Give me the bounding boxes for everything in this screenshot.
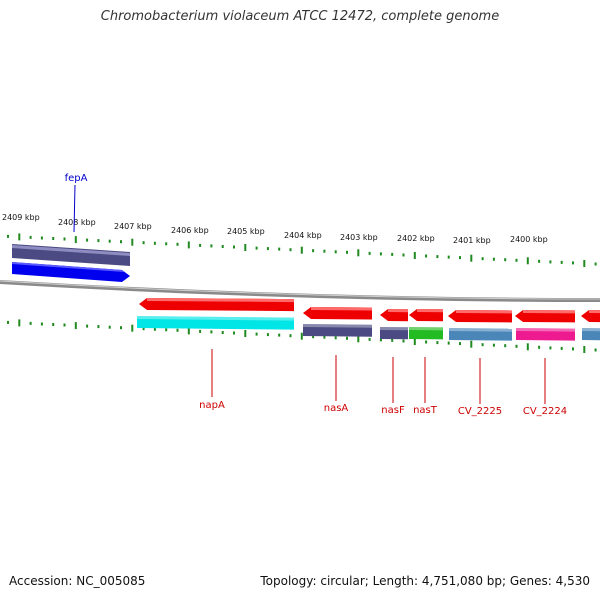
gene-label-nasF[interactable]: nasF [381, 405, 405, 416]
gene-shadow-nasF [380, 327, 408, 340]
scale-label: 2405 kbp [227, 227, 265, 236]
gene-shadow-nasA [303, 324, 372, 337]
gene-arrow-highlight [417, 309, 443, 313]
accession-text: Accession: NC_005085 [9, 574, 146, 588]
gene-shadow-highlight [409, 327, 443, 331]
scale-label: 2407 kbp [114, 222, 152, 231]
genome-title: Chromobacterium violaceum ATCC 12472, co… [100, 9, 500, 24]
gene-label-napA[interactable]: napA [199, 400, 225, 411]
scale-label: 2402 kbp [397, 234, 435, 243]
scale-label: 2406 kbp [171, 226, 209, 235]
gene-shadow-CV_2225 [449, 328, 512, 341]
gene-label-CV_2224[interactable]: CV_2224 [523, 406, 567, 417]
gene-shadow-CV_2224 [516, 328, 575, 341]
chromosome-backbone [0, 280, 600, 302]
gene-label-nasA[interactable]: nasA [324, 403, 349, 414]
gene-shadow-napA [137, 316, 294, 330]
topology-text: Topology: circular; Length: 4,751,080 bp… [260, 574, 590, 588]
gene-arrow-highlight [311, 307, 372, 311]
gene-arrow-highlight [589, 310, 600, 314]
gene-shadow-highlight [12, 245, 130, 256]
gene-label-nasT[interactable]: nasT [413, 405, 438, 416]
scale-label: 2409 kbp [2, 213, 40, 222]
scale-label: 2400 kbp [510, 235, 548, 244]
gene-arrow-highlight [456, 310, 512, 314]
scale-label: 2401 kbp [453, 236, 491, 245]
scale-label: 2404 kbp [284, 231, 322, 240]
gene-label-fepA[interactable]: fepA [65, 173, 88, 184]
gene-arrow-highlight [388, 309, 408, 313]
gene-arrow-highlight [523, 310, 575, 314]
tick-row-bottom [7, 319, 597, 353]
gene-shadow-highlight [303, 324, 372, 328]
gene-arrow-fepA[interactable] [12, 262, 130, 282]
gene-arrow-highlight [147, 298, 294, 303]
gene-arrow-highlight [12, 262, 124, 272]
gene-label-CV_2225[interactable]: CV_2225 [458, 406, 502, 417]
tick-row-top [7, 233, 597, 267]
gene-track [12, 244, 600, 341]
chromosome-backbone-highlight [0, 280, 600, 300]
gene-shadow-highlight [380, 327, 408, 331]
gene-shadow-highlight [449, 328, 512, 332]
gene-label-connector [73, 184, 76, 233]
scale-labels: 2409 kbp 2408 kbp 2407 kbp 2406 kbp 2405 kbp… [2, 213, 548, 245]
gene-shadow-highlight [137, 316, 294, 321]
gene-labels: fepA napA nasA nasF nasT CV_2225 CV_2224 [65, 173, 568, 417]
gene-shadow-highlight [582, 328, 600, 332]
gene-shadow-nasT [409, 327, 443, 340]
gene-shadow-highlight [516, 328, 575, 332]
scale-label: 2408 kbp [58, 218, 96, 227]
gene-shadow-unnamed [582, 328, 600, 341]
scale-label: 2403 kbp [340, 233, 378, 242]
